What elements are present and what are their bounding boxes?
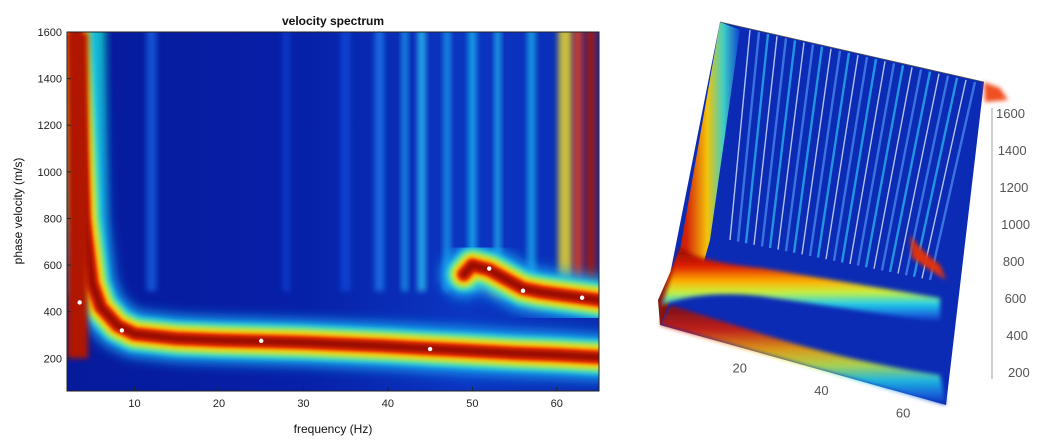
surface-streak [801,48,832,255]
picked-point [77,300,82,305]
surface-front-band [660,305,946,405]
surface-y-tick-label: 1400 [998,143,1027,158]
picked-point [427,346,433,352]
surface-streak [736,31,761,242]
surface-x-ticks: 20 40 60 [732,361,910,421]
surface-streak [840,58,878,263]
picked-points [77,266,585,352]
spectrum-streak [146,32,157,292]
spectrum-streak [468,32,477,292]
surface-y-tick-label: 1600 [996,106,1025,121]
surface-y-tick-label: 1200 [999,180,1028,195]
x-axis-label: frequency (Hz) [294,422,373,436]
surface-y-tick-label: 400 [1006,328,1028,343]
spectrum-streak [527,32,536,292]
surface-streak [792,46,824,253]
picked-point [487,266,492,271]
surface-streak [808,50,842,257]
surface-y-tick-label: 800 [1003,254,1025,269]
spectrum-streak [443,32,451,292]
surface-low-frequency-wall [658,22,740,325]
surface-streak [768,40,797,249]
spectrum-streak [572,32,583,292]
y-tick-label: 400 [44,307,62,319]
picked-point [520,288,526,293]
spectrum-streak [494,32,501,292]
x-tick-label: 50 [466,398,478,410]
surface-x-tick-label: 40 [814,383,828,398]
x-tick-label: 10 [128,398,140,410]
surface-streak [912,77,959,278]
surface-streak [849,61,886,265]
spectrum-streak [374,32,384,292]
y-tick-label: 1400 [38,74,62,86]
surface-streak [777,42,805,250]
y-axis-ticks: 200 400 600 800 1000 1200 1400 1600 [38,27,71,365]
y-tick-label: 200 [44,353,62,365]
surface-x-tick-label: 20 [732,361,746,376]
picked-point [579,295,585,300]
surface-ridge-higher [910,235,946,280]
surface-streak [816,52,851,258]
surface-streak [753,36,778,245]
surface-y-tick-label: 200 [1008,365,1030,380]
y-tick-label: 600 [44,260,62,272]
surface-y-ticks: 200 400 600 800 1000 1200 1400 1600 [991,106,1030,380]
spectrum-streak [340,32,351,292]
spectrum-streak [558,32,573,292]
x-tick-label: 40 [382,398,394,410]
surface-3d-chart: 20 40 60 200 400 600 800 1000 1200 1400 1600 [658,21,1030,421]
surface-ridge-band [662,248,940,322]
y-tick-label: 800 [44,213,62,225]
spectrum-streak [417,32,426,292]
low-frequency-energy [67,32,89,359]
surface-streaks [729,29,977,281]
surface-3d-panel: 20 40 60 200 400 600 800 1000 1200 1400 1600 [640,0,1059,437]
chart-title: velocity spectrum [282,14,384,28]
spectrum-streak [584,32,597,292]
velocity-spectrum-panel: 10 20 30 40 50 60 200 400 600 800 1000 1200 1400 160… [11,14,600,436]
plot-frame [66,31,600,392]
y-tick-label: 1600 [38,27,62,39]
surface-y-tick-label: 600 [1005,291,1027,306]
y-tick-label: 1000 [38,167,62,179]
x-tick-label: 20 [213,398,225,410]
surface-streak [744,34,770,244]
spectrum-streak [401,32,408,292]
velocity-spectrum-chart: 10 20 30 40 50 60 200 400 600 800 1000 1200 1400 160… [11,14,600,436]
surface-streak [864,65,905,268]
surface-streak [873,67,913,269]
surface-streak [832,56,869,261]
spectrum-streak [282,32,291,292]
picked-point [119,328,125,333]
x-tick-label: 30 [297,398,309,410]
y-axis-label: phase velocity (m/s) [11,158,25,265]
surface-streak [888,71,932,273]
surface-streak [856,63,896,266]
surface-y-tick-label: 1000 [1001,217,1030,232]
y-tick-label: 1200 [38,120,62,132]
surface-high-frequency-peak [984,82,1008,102]
surface-streak [928,81,977,281]
ridge-fundamental [71,32,599,362]
surface-streak [760,38,788,247]
picked-point [259,338,264,344]
surface-back-edge [719,21,985,83]
surface-streak [880,69,923,271]
x-tick-label: 60 [551,398,563,410]
surface-streak [921,79,967,279]
surface-streak [784,44,815,252]
x-axis-ticks: 10 20 30 40 50 60 [128,387,563,410]
surface-streak [729,29,751,241]
surface-streak [825,54,859,260]
surface-x-tick-label: 60 [896,406,910,421]
surface-streak [897,73,940,274]
